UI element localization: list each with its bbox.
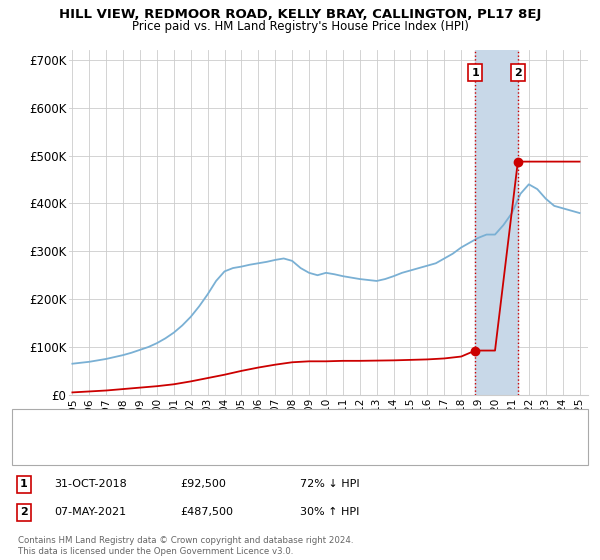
Text: £487,500: £487,500 <box>180 507 233 517</box>
Text: HILL VIEW, REDMOOR ROAD, KELLY BRAY, CALLINGTON, PL17 8EJ (detached house): HILL VIEW, REDMOOR ROAD, KELLY BRAY, CAL… <box>63 422 471 432</box>
Text: HILL VIEW, REDMOOR ROAD, KELLY BRAY, CALLINGTON, PL17 8EJ: HILL VIEW, REDMOOR ROAD, KELLY BRAY, CAL… <box>59 8 541 21</box>
Text: 2: 2 <box>514 68 522 78</box>
Text: Contains HM Land Registry data © Crown copyright and database right 2024.
This d: Contains HM Land Registry data © Crown c… <box>18 536 353 556</box>
Text: HPI: Average price, detached house, Cornwall: HPI: Average price, detached house, Corn… <box>63 447 286 457</box>
Text: 31-OCT-2018: 31-OCT-2018 <box>54 479 127 489</box>
Text: Price paid vs. HM Land Registry's House Price Index (HPI): Price paid vs. HM Land Registry's House … <box>131 20 469 32</box>
Text: 1: 1 <box>20 479 28 489</box>
Text: 07-MAY-2021: 07-MAY-2021 <box>54 507 126 517</box>
Text: £92,500: £92,500 <box>180 479 226 489</box>
Text: 1: 1 <box>472 68 479 78</box>
Text: 72% ↓ HPI: 72% ↓ HPI <box>300 479 359 489</box>
Text: 30% ↑ HPI: 30% ↑ HPI <box>300 507 359 517</box>
Bar <box>475 50 518 395</box>
Text: 2: 2 <box>20 507 28 517</box>
